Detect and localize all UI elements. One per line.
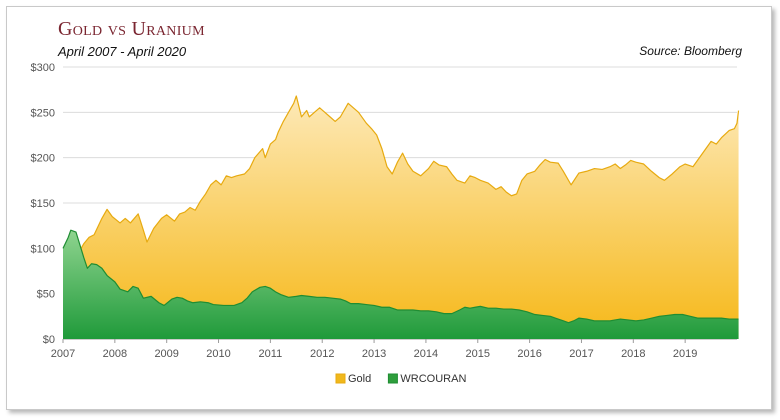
y-tick-label: $50	[37, 289, 55, 301]
y-tick-label: $150	[31, 198, 55, 210]
x-tick-label: 2011	[259, 348, 283, 360]
legend: Gold WRCOURAN	[335, 373, 466, 385]
series-areas	[62, 95, 740, 339]
x-tick-label: 2008	[103, 348, 127, 360]
legend-swatch-wrcouran	[387, 373, 398, 384]
y-tick-label: $200	[31, 153, 55, 165]
chart-title: Gold vs Uranium	[58, 18, 205, 40]
series-area-wrcouran	[63, 230, 739, 339]
x-tick-label: 2016	[517, 348, 541, 360]
y-tick-label: $0	[43, 334, 55, 346]
legend-label-wrcouran: WRCOURAN	[400, 373, 466, 385]
chart-source: Source: Bloomberg	[639, 44, 742, 58]
y-tick-label: $100	[31, 243, 55, 255]
x-tick-label: 2015	[466, 348, 490, 360]
x-tick-label: 2012	[310, 348, 334, 360]
x-tick-label: 2014	[414, 348, 438, 360]
x-tick-label: 2010	[206, 348, 230, 360]
legend-swatch-gold	[335, 373, 346, 384]
series-line-wrcouran	[62, 229, 739, 324]
y-tick-label: $250	[31, 107, 55, 119]
x-tick-label: 2007	[51, 348, 75, 360]
x-tick-label: 2018	[621, 348, 645, 360]
x-tick-label: 2009	[154, 348, 178, 360]
x-tick-label: 2013	[362, 348, 386, 360]
axes: $0 $50 $100 $150 $200 $250 $300 2007 2008 2009 201…	[31, 62, 698, 360]
series-line-gold	[78, 95, 740, 254]
series-area-gold	[78, 96, 739, 339]
y-tick-label: $300	[31, 62, 55, 74]
x-tick-label: 2017	[569, 348, 593, 360]
legend-label-gold: Gold	[348, 373, 371, 385]
chart-subtitle: April 2007 - April 2020	[58, 44, 187, 59]
x-tick-label: 2019	[673, 348, 697, 360]
